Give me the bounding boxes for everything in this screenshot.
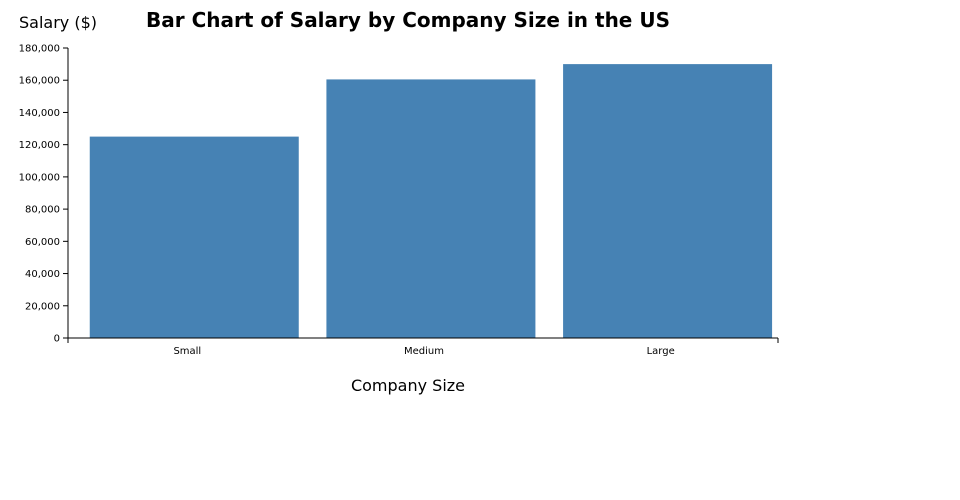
- y-tick-label: 60,000: [25, 237, 60, 248]
- x-axis: Small Medium Large: [67, 337, 779, 357]
- y-tick-label: 120,000: [19, 140, 60, 151]
- y-axis-title: Salary ($): [19, 13, 97, 32]
- x-tick-label: Small: [173, 346, 201, 357]
- bars-layer: [89, 64, 773, 339]
- y-tick-label: 180,000: [19, 44, 60, 55]
- y-tick-label: 160,000: [19, 76, 60, 87]
- y-tick-label: 80,000: [25, 205, 60, 216]
- y-tick-label: 40,000: [25, 269, 60, 280]
- y-tick-label: 140,000: [19, 108, 60, 119]
- bar-medium: [326, 79, 536, 339]
- chart-title: Bar Chart of Salary by Company Size in t…: [146, 8, 670, 32]
- bar-large: [563, 64, 773, 338]
- y-tick-label: 100,000: [19, 172, 60, 183]
- y-axis: 0 20,000 40,000 60,000 80,000 100,000 120,000 1…: [19, 44, 69, 345]
- y-tick-label: 0: [54, 334, 60, 345]
- y-tick-label: 20,000: [25, 301, 60, 312]
- bar-small: [89, 136, 299, 338]
- x-tick-label: Medium: [404, 346, 444, 357]
- x-tick-label: Large: [647, 346, 675, 357]
- x-axis-title: Company Size: [351, 376, 465, 395]
